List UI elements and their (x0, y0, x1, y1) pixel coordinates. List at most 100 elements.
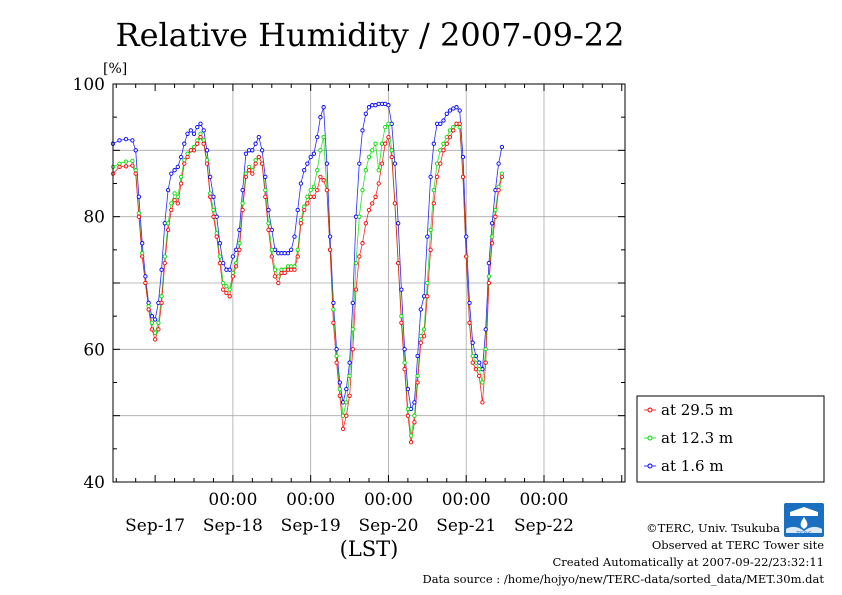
data-point (366, 207, 372, 213)
data-point (454, 105, 459, 110)
data-point (133, 148, 138, 153)
data-point (327, 234, 333, 239)
data-point (178, 174, 184, 180)
data-point (415, 373, 420, 379)
data-point (292, 234, 297, 239)
data-point (237, 227, 242, 233)
data-point (386, 103, 391, 108)
data-point (499, 174, 505, 180)
data-point (191, 148, 197, 153)
data-point (431, 141, 436, 146)
data-point (402, 367, 407, 372)
terc-logo-icon: TERC (784, 503, 824, 538)
data-point (421, 327, 427, 332)
data-point (483, 360, 488, 365)
data-point (263, 174, 268, 180)
data-point (237, 241, 242, 246)
data-point (389, 154, 394, 160)
data-point (243, 151, 249, 156)
data-point (421, 333, 427, 339)
data-point (140, 241, 145, 246)
legend-label: at 1.6 m (661, 457, 724, 475)
data-point (389, 148, 394, 153)
data-point (428, 174, 433, 180)
data-point (483, 347, 488, 352)
time-label: 00:00 (286, 490, 335, 510)
data-point (227, 287, 232, 292)
data-point (315, 187, 320, 193)
data-point (156, 320, 161, 325)
data-point (321, 178, 326, 183)
data-point (130, 158, 135, 164)
data-point (308, 187, 313, 193)
data-point (360, 128, 365, 133)
logo-text: TERC (795, 531, 812, 538)
data-point (253, 161, 258, 166)
data-point (318, 148, 323, 153)
data-point (217, 260, 223, 266)
date-label: Sep-21 (436, 516, 496, 536)
data-point (272, 274, 278, 279)
data-point (347, 373, 352, 379)
data-point (376, 168, 381, 173)
data-point (159, 294, 164, 299)
data-point (311, 151, 317, 156)
data-point (208, 191, 213, 196)
credit-copyright: ©TERC, Univ. Tsukuba (646, 521, 780, 535)
data-point (428, 247, 433, 252)
data-point (396, 221, 401, 226)
data-point (172, 191, 177, 196)
data-point (363, 168, 368, 173)
data-point (285, 251, 291, 256)
data-point (447, 134, 453, 140)
data-point (363, 221, 368, 226)
data-point (195, 141, 200, 146)
data-point (334, 360, 339, 365)
data-point (149, 314, 155, 319)
data-point (156, 327, 161, 332)
data-point (353, 287, 359, 292)
data-point (266, 207, 271, 213)
data-point (357, 214, 362, 219)
data-point (483, 327, 488, 332)
data-point (402, 347, 407, 352)
data-point (305, 161, 310, 166)
data-point (295, 254, 300, 259)
data-point (373, 141, 378, 146)
data-point (175, 201, 180, 206)
data-point (266, 227, 271, 233)
data-point (486, 274, 492, 279)
data-point (305, 201, 310, 206)
data-point (208, 174, 213, 180)
data-point (431, 201, 436, 206)
data-point (337, 393, 342, 398)
data-point (165, 227, 171, 233)
data-point (464, 234, 469, 239)
data-point (331, 307, 336, 312)
data-point (347, 393, 352, 398)
x-tick-labels: 00:00 00:00 00:00 00:00 00:00 Sep-17 Sep-18 Sep… (125, 490, 574, 536)
data-point (259, 148, 265, 153)
credit-observed: Observed at TERC Tower site (652, 538, 824, 552)
axis-ticks (113, 83, 625, 483)
data-point (480, 380, 485, 385)
data-point (172, 197, 177, 203)
data-point (334, 353, 339, 359)
data-point (295, 207, 300, 213)
date-label: Sep-18 (203, 516, 263, 536)
data-point (201, 141, 206, 146)
data-point (415, 353, 420, 359)
time-label: 00:00 (442, 490, 491, 510)
data-point (263, 187, 268, 193)
data-point (344, 386, 349, 392)
data-point (499, 144, 505, 150)
data-point (266, 221, 271, 226)
data-point (143, 280, 148, 286)
data-point (136, 211, 142, 216)
data-point (140, 254, 145, 259)
y-axis-unit: [%] (103, 61, 127, 77)
data-point (331, 320, 336, 325)
data-point (402, 360, 407, 365)
data-point (292, 267, 297, 272)
